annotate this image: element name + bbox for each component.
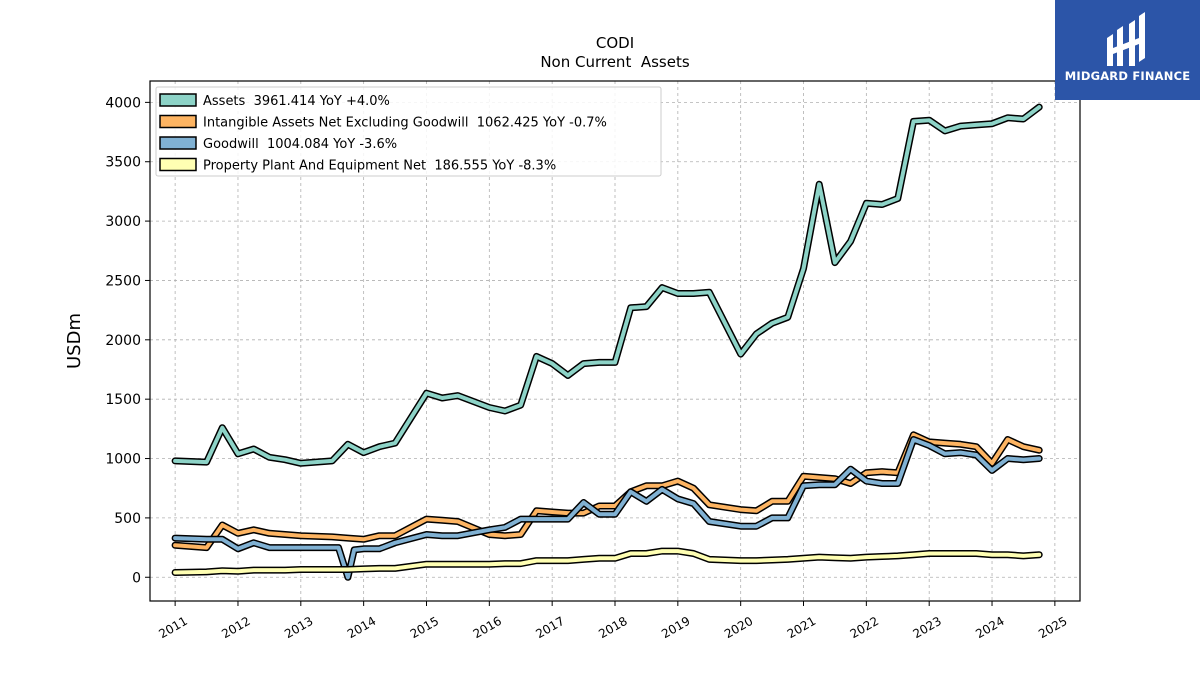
y-tick-label: 2500 xyxy=(105,273,141,289)
series-line xyxy=(173,549,1042,575)
legend: Assets 3961.414 YoY +4.0% Intangible Asse… xyxy=(155,86,662,177)
legend-swatch xyxy=(159,157,197,172)
x-tick-label: 2019 xyxy=(659,614,692,641)
y-tick-label: 3000 xyxy=(105,214,141,230)
x-tick-label: 2021 xyxy=(785,614,818,641)
x-tick-label: 2020 xyxy=(722,614,755,641)
x-tick-label: 2012 xyxy=(219,614,252,641)
legend-swatch xyxy=(159,114,197,129)
x-tick-label: 2013 xyxy=(282,614,315,641)
x-tick-label: 2024 xyxy=(973,614,1006,641)
y-tick-label: 1500 xyxy=(105,392,141,408)
chart-title: CODI xyxy=(596,34,634,52)
x-tick-label: 2016 xyxy=(471,614,504,641)
legend-swatch xyxy=(159,93,197,107)
legend-label: Assets 3961.414 YoY +4.0% xyxy=(203,94,390,109)
midgard-logo-icon xyxy=(1107,12,1145,66)
x-tick-label: 2022 xyxy=(848,614,881,641)
x-tick-label: 2023 xyxy=(910,614,943,641)
chart-subtitle: Non Current Assets xyxy=(540,53,690,71)
y-tick-label: 0 xyxy=(132,570,141,586)
y-tick-label: 3500 xyxy=(105,155,141,171)
y-tick-label: 4000 xyxy=(105,95,141,111)
x-axis: 2011 2012 2013 2014 2015 2016 2017 2018 2019 2020… xyxy=(156,601,1070,641)
y-axis-label: USDm xyxy=(64,313,85,369)
legend-box xyxy=(155,86,662,177)
legend-swatch xyxy=(159,136,197,150)
y-tick-label: 500 xyxy=(114,511,141,527)
series-line xyxy=(173,437,1042,580)
legend-label: Property Plant And Equipment Net 186.555… xyxy=(203,159,556,174)
x-tick-label: 2014 xyxy=(345,614,378,641)
y-tick-label: 2000 xyxy=(105,333,141,349)
x-tick-label: 2018 xyxy=(596,614,629,641)
y-axis: 0 500 1000 1500 2000 2500 3000 3500 4000 xyxy=(105,95,150,586)
x-tick-label: 2015 xyxy=(408,614,441,641)
brand-logo: MIDGARD FINANCE xyxy=(1055,0,1200,100)
x-tick-label: 2017 xyxy=(533,614,566,641)
y-tick-label: 1000 xyxy=(105,452,141,468)
x-tick-label: 2025 xyxy=(1036,614,1069,641)
legend-label: Goodwill 1004.084 YoY -3.6% xyxy=(203,137,397,152)
brand-name: MIDGARD FINANCE xyxy=(1064,69,1191,83)
series-layer xyxy=(171,103,1043,581)
series-line xyxy=(173,105,1042,466)
x-tick-label: 2011 xyxy=(156,614,189,641)
legend-label: Intangible Assets Net Excluding Goodwill… xyxy=(203,116,607,131)
